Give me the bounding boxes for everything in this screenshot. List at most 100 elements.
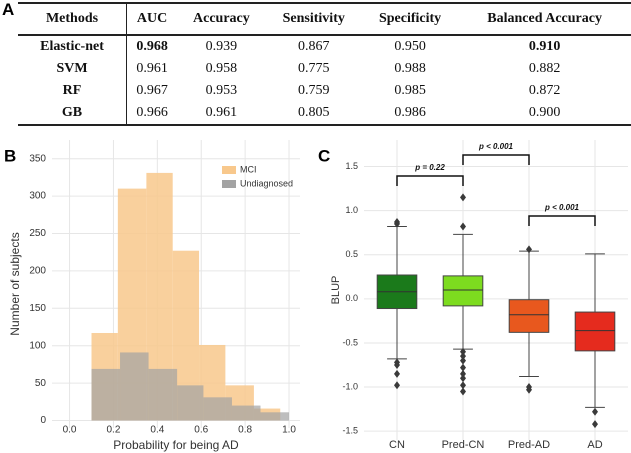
column-header: Accuracy <box>177 2 266 36</box>
x-tick-label: Pred-CN <box>442 439 485 451</box>
table-cell: 0.900 <box>458 102 631 126</box>
table-cell: SVM <box>18 58 127 80</box>
table-cell: 0.805 <box>265 102 362 126</box>
x-tick-label: AD <box>587 439 602 451</box>
x-axis-label: Probability for being AD <box>113 438 239 452</box>
column-header: Methods <box>18 2 127 36</box>
table-cell: 0.872 <box>528 83 561 98</box>
table-cell: 0.953 <box>205 83 238 98</box>
outlier <box>394 219 400 228</box>
column-header: Balanced Accuracy <box>458 2 631 36</box>
y-tick-label: 100 <box>29 340 46 351</box>
outlier <box>460 347 466 356</box>
table-cell: 0.775 <box>298 61 330 76</box>
y-tick-label: 350 <box>29 153 46 164</box>
outlier <box>526 245 532 254</box>
header-row: Methods AUC Accuracy Sensitivity Specificity… <box>18 2 631 36</box>
y-tick-label: 1.5 <box>345 161 358 171</box>
x-tick-label: 0.2 <box>106 425 120 436</box>
significance-bracket <box>462 154 530 165</box>
table-cell: 0.985 <box>394 83 426 98</box>
outlier <box>592 407 598 416</box>
table-cell: 0.867 <box>298 39 330 54</box>
annotation: p = 0.22 <box>414 163 445 172</box>
outlier <box>460 352 466 361</box>
table-row: SVM 0.961 0.958 0.775 0.988 0.882 <box>18 58 631 80</box>
outlier <box>592 420 598 429</box>
table-cell: 0.988 <box>394 61 426 76</box>
y-axis-label: BLUP <box>330 276 342 305</box>
outlier <box>460 222 466 231</box>
outlier <box>460 356 466 365</box>
significance-bracket <box>396 175 464 186</box>
table-cell: 0.961 <box>177 102 266 126</box>
legend-label: Undiagnosed <box>240 178 293 188</box>
x-tick-label: CN <box>389 439 405 451</box>
column-header: Specificity <box>361 2 459 36</box>
y-tick-label: -1.5 <box>342 426 358 436</box>
table-row: RF 0.967 0.953 0.759 0.985 0.872 <box>18 80 631 102</box>
legend-label: MCI <box>240 164 257 174</box>
table-cell: 0.961 <box>136 61 168 76</box>
histogram-bar <box>148 368 178 421</box>
results-table: Methods AUC Accuracy Sensitivity Specificity… <box>18 2 631 126</box>
outlier <box>394 361 400 369</box>
box <box>508 299 550 333</box>
table-cell: 0.958 <box>205 61 238 76</box>
outlier <box>460 363 466 372</box>
panel-label: B <box>4 146 16 165</box>
table-cell: 0.939 <box>205 39 238 54</box>
outlier <box>460 369 466 378</box>
annotation: p < 0.001 <box>478 142 514 151</box>
table-cell: 0.950 <box>394 39 426 54</box>
histogram-bar <box>120 352 149 421</box>
histogram-bar <box>203 397 232 421</box>
y-tick-label: -1.0 <box>342 381 358 391</box>
histogram-bar <box>91 368 121 421</box>
table-cell: 0.967 <box>136 83 168 98</box>
table-cell: 0.882 <box>528 61 561 76</box>
y-tick-label: 300 <box>29 191 46 202</box>
annotation: p < 0.001 <box>544 203 580 212</box>
histogram-bar <box>260 412 290 421</box>
y-tick-label: 0.0 <box>345 293 358 303</box>
legend-swatch <box>222 180 236 188</box>
x-tick-label: 0.4 <box>150 425 164 436</box>
table-row: GB 0.966 0.961 0.805 0.986 0.900 <box>18 102 631 126</box>
legend-swatch <box>222 166 236 174</box>
table-cell: RF <box>18 80 127 102</box>
table-row: Elastic-net 0.968 0.939 0.867 0.950 0.910 <box>18 35 631 58</box>
y-tick-label: 50 <box>35 378 47 389</box>
table-cell: 0.986 <box>361 102 459 126</box>
y-tick-label: 0.5 <box>345 249 358 259</box>
outlier <box>526 385 532 394</box>
panel-label: A <box>2 0 15 19</box>
table-cell: GB <box>18 102 127 126</box>
table-cell: 0.910 <box>528 39 561 54</box>
y-axis-label: Number of subjects <box>8 232 22 335</box>
panel-label: C <box>318 146 330 165</box>
y-tick-label: 200 <box>29 266 46 277</box>
outlier <box>460 387 466 396</box>
outlier <box>394 369 400 378</box>
x-tick-label: 0.6 <box>194 425 208 436</box>
table-cell: 0.968 <box>136 39 168 54</box>
table-cell: 0.966 <box>126 102 178 126</box>
y-tick-label: -0.5 <box>342 337 358 347</box>
outlier <box>460 381 466 390</box>
outlier <box>460 374 466 383</box>
x-tick-label: 1.0 <box>282 425 296 436</box>
column-header: AUC <box>126 2 178 36</box>
y-tick-label: 1.0 <box>345 205 358 215</box>
y-tick-label: 150 <box>29 303 46 314</box>
outlier <box>394 381 400 390</box>
box <box>574 311 616 352</box>
column-header: Sensitivity <box>265 2 362 36</box>
significance-bracket <box>528 215 596 226</box>
outlier <box>460 193 466 202</box>
x-tick-label: 0.8 <box>238 425 252 436</box>
histogram-bar <box>231 405 261 421</box>
box <box>442 275 484 307</box>
